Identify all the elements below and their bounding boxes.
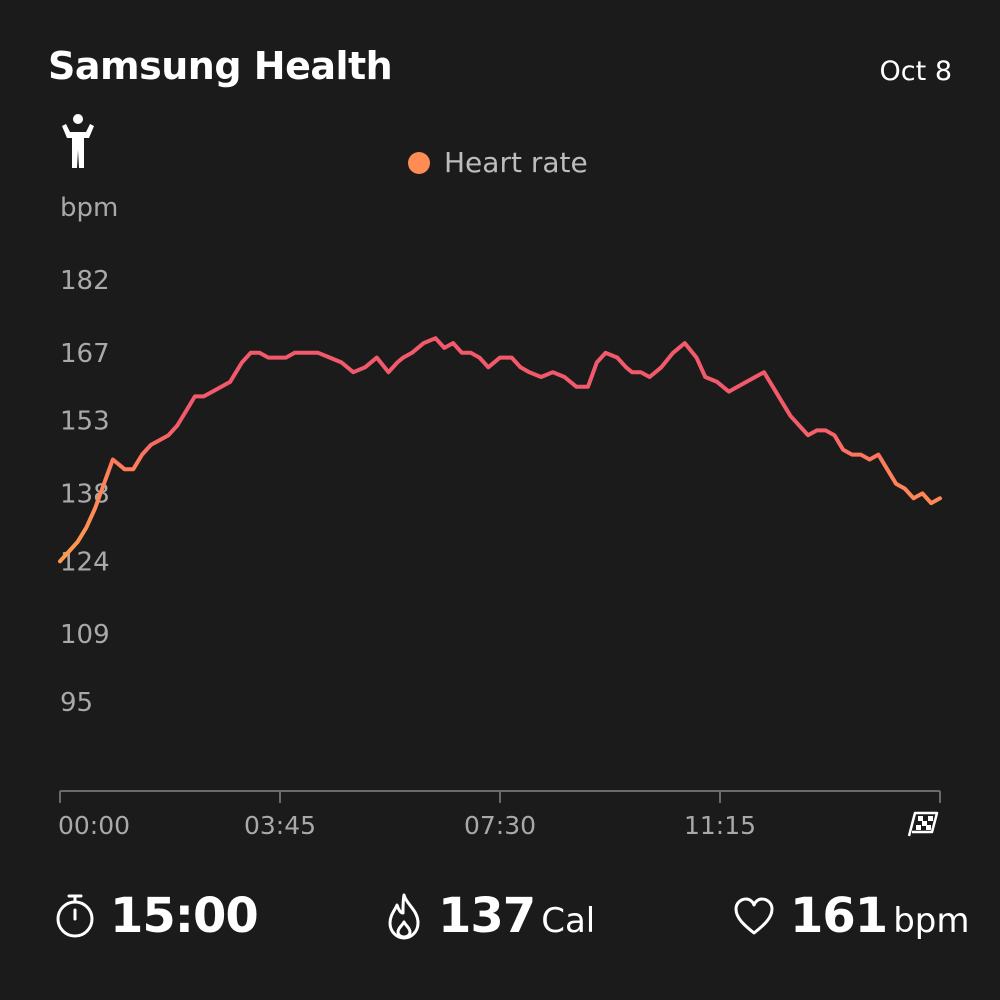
stopwatch-icon — [56, 894, 94, 938]
strength-workout-icon — [62, 114, 94, 168]
chart-legend: Heart rate — [408, 146, 588, 179]
calories-stat: 137 Cal — [384, 888, 595, 944]
duration-value: 15:00 — [110, 888, 259, 944]
x-tick-label: 07:30 — [464, 811, 536, 840]
heart-rate-unit: bpm — [893, 901, 970, 941]
x-tick-label: 03:45 — [244, 811, 316, 840]
heart-rate-value: 161 — [790, 888, 888, 944]
y-tick-label: 153 — [60, 407, 110, 437]
y-tick-label: 109 — [60, 620, 110, 650]
app-title: Samsung Health — [48, 44, 393, 88]
y-axis-unit: bpm — [60, 193, 119, 223]
heart-icon — [734, 897, 774, 935]
calories-value: 137 — [438, 888, 536, 944]
workout-summary: 15:00 137 Cal 161 bpm — [0, 888, 1000, 958]
x-tick-label: 11:15 — [684, 811, 756, 840]
y-tick-label: 95 — [60, 688, 93, 718]
x-tick-label: 00:00 — [58, 811, 130, 840]
workout-date: Oct 8 — [879, 56, 952, 87]
heart-rate-series-line — [58, 336, 942, 564]
y-tick-label: 167 — [60, 339, 110, 369]
finish-flag-icon — [907, 811, 939, 837]
legend-label-heart-rate: Heart rate — [444, 146, 588, 179]
calories-unit: Cal — [541, 901, 596, 941]
flame-icon — [388, 893, 420, 940]
duration-stat: 15:00 — [54, 888, 259, 944]
heart-rate-stat: 161 bpm — [732, 888, 970, 944]
legend-dot — [408, 151, 430, 174]
y-tick-label: 182 — [60, 266, 110, 296]
